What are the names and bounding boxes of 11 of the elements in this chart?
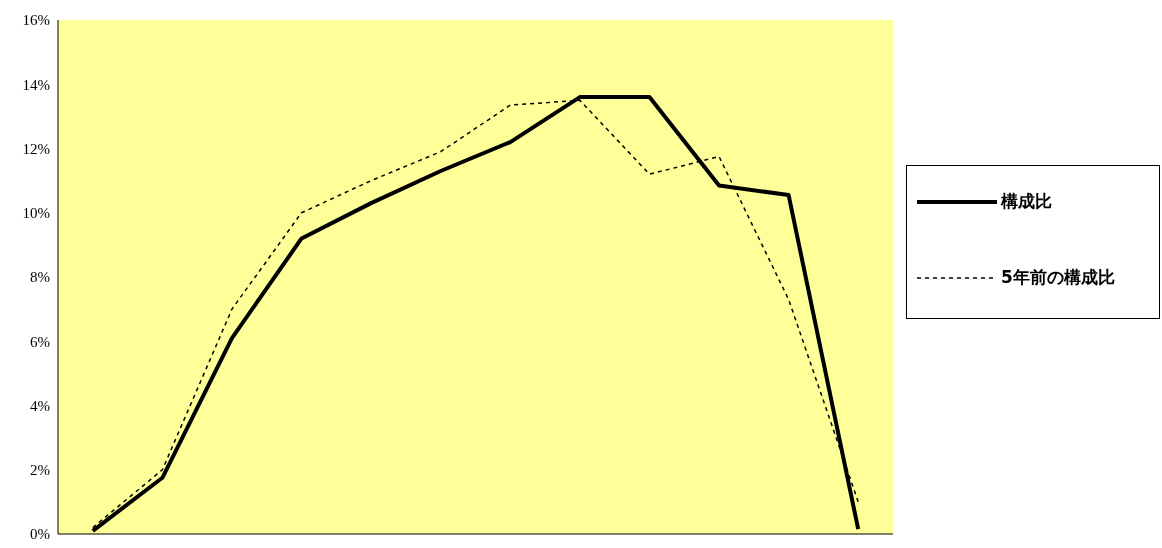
y-tick-label: 0%	[30, 526, 50, 543]
y-tick-label: 2%	[30, 462, 50, 479]
y-tick-label: 8%	[30, 269, 50, 286]
y-tick-label: 6%	[30, 333, 50, 350]
legend-label: 5年前の構成比	[1001, 266, 1115, 289]
y-tick-label: 12%	[22, 140, 50, 157]
legend-label: 構成比	[1001, 190, 1052, 213]
y-tick-label: 10%	[22, 205, 50, 222]
y-tick-label: 4%	[30, 397, 50, 414]
y-tick-label: 16%	[22, 12, 50, 29]
y-tick-label: 14%	[22, 76, 50, 93]
